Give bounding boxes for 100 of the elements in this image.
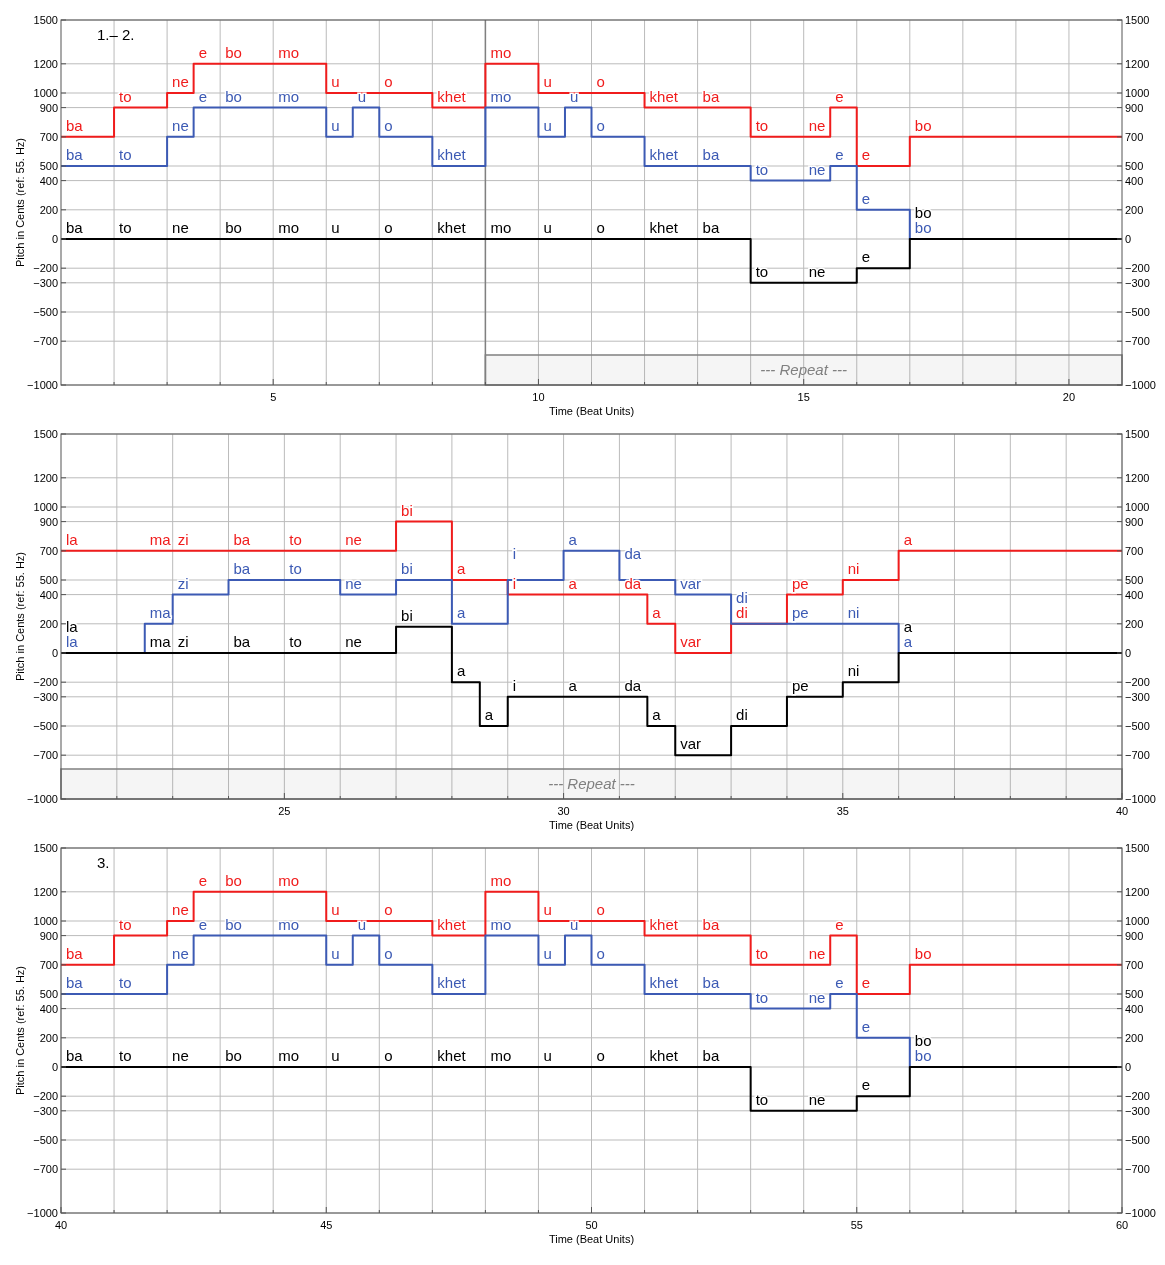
data-label: bo (225, 87, 242, 105)
data-label: la (66, 633, 79, 650)
x-tick-label: 40 (54, 1219, 68, 1231)
data-label: u (357, 915, 367, 933)
y2-tick-label: 500 (1125, 988, 1144, 1000)
data-label: a (484, 706, 494, 723)
data-label: e (198, 915, 207, 933)
y-tick-label: −200 (33, 676, 58, 689)
data-label: khet (437, 974, 467, 991)
data-label: a (652, 706, 662, 723)
data-label: u (331, 1047, 340, 1064)
y2-tick-label: 1500 (1125, 14, 1150, 26)
x-tick-label: 20 (1062, 391, 1076, 403)
y2-tick-label: −1000 (1125, 379, 1156, 391)
data-label: mo (490, 43, 512, 61)
y2-tick-label: 200 (1125, 1031, 1144, 1044)
data-label: ba (66, 219, 84, 236)
x-axis-title: Time (Beat Units) (548, 1233, 635, 1245)
data-label: to (755, 262, 769, 280)
y2-tick-label: 700 (1125, 544, 1144, 557)
data-label: bi (401, 606, 413, 624)
y2-tick-label: 900 (1125, 101, 1144, 114)
data-label: u (543, 901, 552, 918)
annotation: 1.– 2. (97, 26, 135, 43)
data-label: e (861, 189, 871, 207)
y2-tick-label: 700 (1125, 130, 1144, 143)
data-label: a (903, 633, 913, 650)
data-label: ne (172, 1047, 189, 1064)
data-label: ba (233, 530, 251, 548)
y2-tick-label: 900 (1125, 515, 1144, 528)
data-label: to (119, 146, 132, 163)
y-tick-label: −200 (33, 1090, 58, 1103)
data-label: a (456, 662, 466, 680)
y2-tick-label: −300 (1125, 276, 1150, 289)
data-label: mo (278, 87, 300, 105)
data-label: to (119, 219, 132, 236)
data-label: ba (66, 944, 84, 962)
y-tick-label: 900 (39, 929, 58, 942)
data-label: to (119, 974, 132, 991)
data-label: e (835, 87, 844, 105)
data-label: a (456, 603, 466, 621)
data-label: bo (914, 219, 932, 236)
data-label: a (568, 676, 578, 694)
y2-tick-label: −1000 (1125, 793, 1156, 805)
data-label: ne (345, 633, 362, 650)
data-label: bo (914, 1032, 932, 1049)
y-tick-label: 400 (39, 588, 58, 601)
data-label: bo (914, 204, 932, 221)
y-tick-label: 0 (51, 647, 58, 659)
data-label: ma (149, 530, 172, 548)
y-tick-label: 400 (39, 1002, 58, 1015)
data-label: mo (278, 219, 300, 236)
data-label: e (835, 146, 844, 163)
data-label: ba (702, 146, 720, 163)
y-tick-label: 1000 (33, 915, 58, 927)
data-label: khet (649, 219, 679, 236)
data-label: u (357, 87, 367, 105)
y-tick-label: −1000 (27, 379, 58, 391)
data-label: e (861, 1017, 871, 1035)
data-label: o (596, 116, 605, 134)
data-label: ma (149, 603, 172, 621)
x-tick-label: 45 (320, 1219, 333, 1231)
data-label: mo (490, 1047, 512, 1064)
data-label: mo (490, 219, 512, 236)
y-tick-label: −300 (33, 276, 58, 289)
data-label: o (596, 944, 605, 962)
y2-tick-label: 1500 (1125, 842, 1150, 854)
data-label: to (755, 944, 769, 962)
data-label: ba (66, 146, 84, 163)
y2-tick-label: 700 (1125, 958, 1144, 971)
x-axis-title: Time (Beat Units) (548, 405, 635, 417)
data-label: ne (808, 262, 826, 280)
data-label: khet (437, 146, 467, 163)
data-label: ba (702, 974, 720, 991)
data-label: a (652, 603, 662, 621)
data-label: di (736, 588, 748, 606)
y-tick-label: 1500 (33, 842, 58, 854)
data-label: khet (437, 219, 467, 236)
y-tick-label: 700 (39, 130, 58, 143)
data-label: u (543, 219, 552, 236)
data-label: e (861, 248, 871, 266)
y2-tick-label: −700 (1125, 749, 1150, 762)
y-tick-label: 400 (39, 174, 58, 187)
y2-tick-label: −200 (1125, 262, 1150, 275)
y-tick-label: −500 (33, 720, 58, 732)
data-label: u (331, 73, 340, 90)
data-label: o (596, 219, 605, 236)
y-tick-label: 200 (39, 1031, 58, 1044)
x-tick-label: 30 (557, 805, 570, 817)
data-label: khet (437, 1047, 467, 1064)
data-label: o (384, 901, 393, 918)
band-label: --- Repeat --- (760, 361, 848, 378)
y2-tick-label: −700 (1125, 335, 1150, 348)
y-tick-label: −700 (33, 335, 58, 348)
data-label: bo (914, 116, 932, 134)
data-label: e (198, 871, 207, 889)
y2-tick-label: 1200 (1125, 885, 1150, 898)
data-label: mo (490, 915, 512, 933)
y-tick-label: −300 (33, 1104, 58, 1117)
data-label: i (512, 574, 517, 592)
